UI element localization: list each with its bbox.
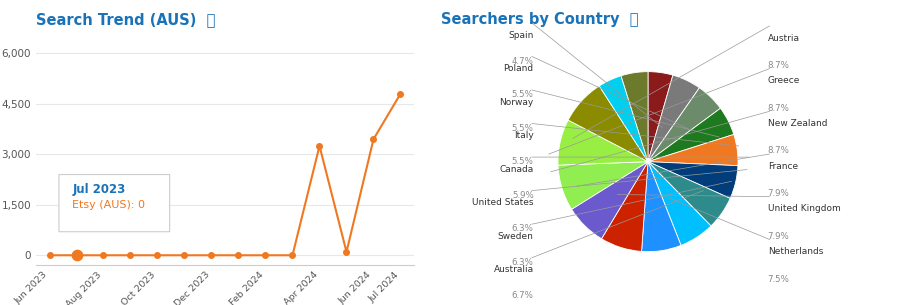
- Text: Poland: Poland: [504, 64, 534, 73]
- Text: 8.7%: 8.7%: [768, 61, 789, 70]
- Text: 8.7%: 8.7%: [768, 146, 789, 156]
- Wedge shape: [601, 162, 648, 251]
- Text: Norway: Norway: [500, 98, 534, 107]
- Point: [339, 249, 354, 254]
- Text: New Zealand: New Zealand: [768, 119, 827, 128]
- Text: 6.3%: 6.3%: [512, 258, 534, 267]
- Text: United Kingdom: United Kingdom: [768, 204, 841, 214]
- Point: [42, 253, 57, 258]
- Wedge shape: [648, 162, 730, 226]
- Point: [123, 253, 138, 258]
- Text: 6.3%: 6.3%: [512, 224, 534, 233]
- Text: 7.9%: 7.9%: [768, 232, 789, 241]
- Text: Italy: Italy: [514, 131, 534, 140]
- Wedge shape: [648, 75, 699, 162]
- Wedge shape: [648, 88, 721, 162]
- Text: 6.7%: 6.7%: [512, 291, 534, 300]
- FancyBboxPatch shape: [58, 174, 169, 232]
- Point: [366, 137, 381, 142]
- Wedge shape: [558, 120, 648, 165]
- Text: 5.5%: 5.5%: [512, 157, 534, 166]
- Wedge shape: [621, 72, 648, 162]
- Text: 5.5%: 5.5%: [512, 90, 534, 99]
- Wedge shape: [648, 72, 673, 162]
- Text: Searchers by Country  ⓘ: Searchers by Country ⓘ: [441, 12, 638, 27]
- Text: Greece: Greece: [768, 76, 800, 85]
- Text: 8.7%: 8.7%: [768, 104, 789, 113]
- Point: [258, 253, 273, 258]
- Wedge shape: [642, 162, 681, 252]
- Text: Netherlands: Netherlands: [768, 247, 824, 256]
- Wedge shape: [648, 135, 738, 166]
- Text: Australia: Australia: [493, 265, 534, 275]
- Text: Canada: Canada: [500, 165, 534, 174]
- Wedge shape: [599, 76, 648, 162]
- Wedge shape: [558, 162, 648, 209]
- Text: 4.7%: 4.7%: [512, 56, 534, 66]
- Text: Sweden: Sweden: [498, 232, 534, 241]
- Wedge shape: [648, 162, 711, 246]
- Text: Etsy (AUS): 0: Etsy (AUS): 0: [72, 200, 146, 210]
- Wedge shape: [568, 86, 648, 162]
- Point: [177, 253, 192, 258]
- Text: United States: United States: [472, 198, 534, 207]
- Point: [96, 253, 111, 258]
- Point: [285, 253, 300, 258]
- Text: 5.5%: 5.5%: [512, 124, 534, 133]
- Text: Jul 2023: Jul 2023: [72, 183, 126, 196]
- Point: [312, 143, 327, 148]
- Text: 5.9%: 5.9%: [512, 191, 534, 200]
- Text: Search Trend (AUS)  ⓘ: Search Trend (AUS) ⓘ: [36, 12, 215, 27]
- Point: [69, 253, 84, 258]
- Wedge shape: [648, 108, 734, 162]
- Text: Austria: Austria: [768, 34, 800, 43]
- Point: [204, 253, 219, 258]
- Wedge shape: [572, 162, 648, 239]
- Text: Spain: Spain: [508, 30, 534, 40]
- Text: 7.9%: 7.9%: [768, 189, 789, 198]
- Point: [231, 253, 246, 258]
- Wedge shape: [648, 162, 738, 198]
- Point: [150, 253, 165, 258]
- Point: [393, 92, 408, 96]
- Text: 7.5%: 7.5%: [768, 274, 789, 284]
- Text: France: France: [768, 162, 797, 171]
